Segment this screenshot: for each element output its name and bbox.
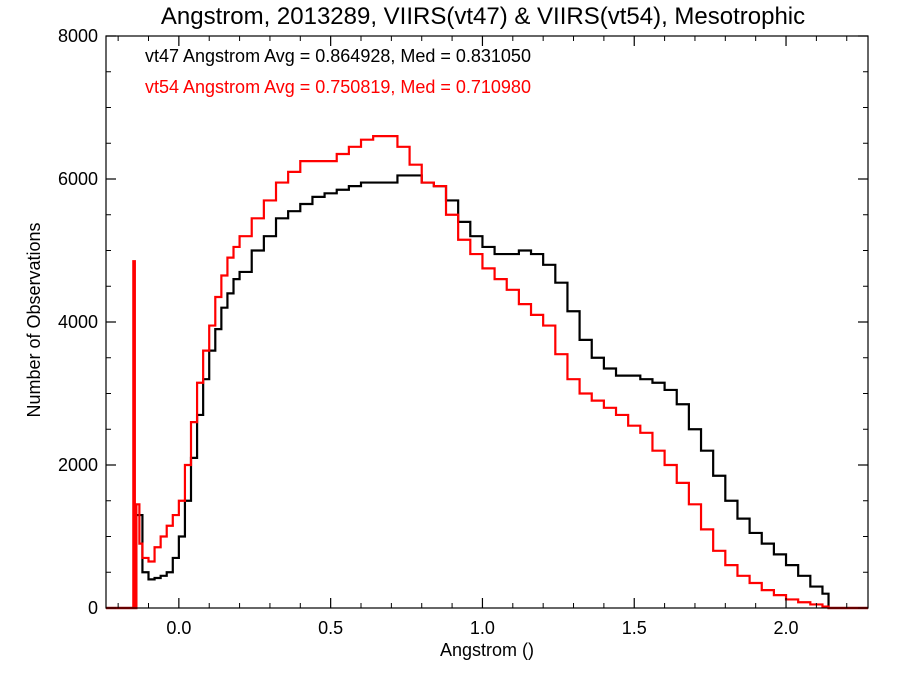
x-tick-label: 1.5 (622, 618, 647, 638)
y-tick-label: 8000 (58, 26, 98, 46)
chart-title: Angstrom, 2013289, VIIRS(vt47) & VIIRS(v… (161, 3, 805, 30)
x-axis-title: Angstrom () (440, 640, 534, 660)
y-tick-label: 2000 (58, 455, 98, 475)
y-axis-title: Number of Observations (24, 222, 44, 417)
ticks-layer: 0.0 0.5 1.0 1.5 2.0 0 2000 4000 6000 8000 (58, 26, 868, 638)
x-tick-label: 0.0 (166, 618, 191, 638)
x-tick-label: 1.0 (470, 618, 495, 638)
y-tick-label: 6000 (58, 169, 98, 189)
series-line-1 (106, 135, 868, 610)
annotation-vt47-stats: vt47 Angstrom Avg = 0.864928, Med = 0.83… (145, 46, 531, 66)
series-layer (106, 135, 868, 610)
annotation-vt54-stats: vt54 Angstrom Avg = 0.750819, Med = 0.71… (145, 77, 531, 97)
x-tick-label: 2.0 (774, 618, 799, 638)
y-tick-label: 0 (88, 598, 98, 618)
y-tick-label: 4000 (58, 312, 98, 332)
plot-frame (105, 35, 869, 609)
x-tick-label: 0.5 (318, 618, 343, 638)
